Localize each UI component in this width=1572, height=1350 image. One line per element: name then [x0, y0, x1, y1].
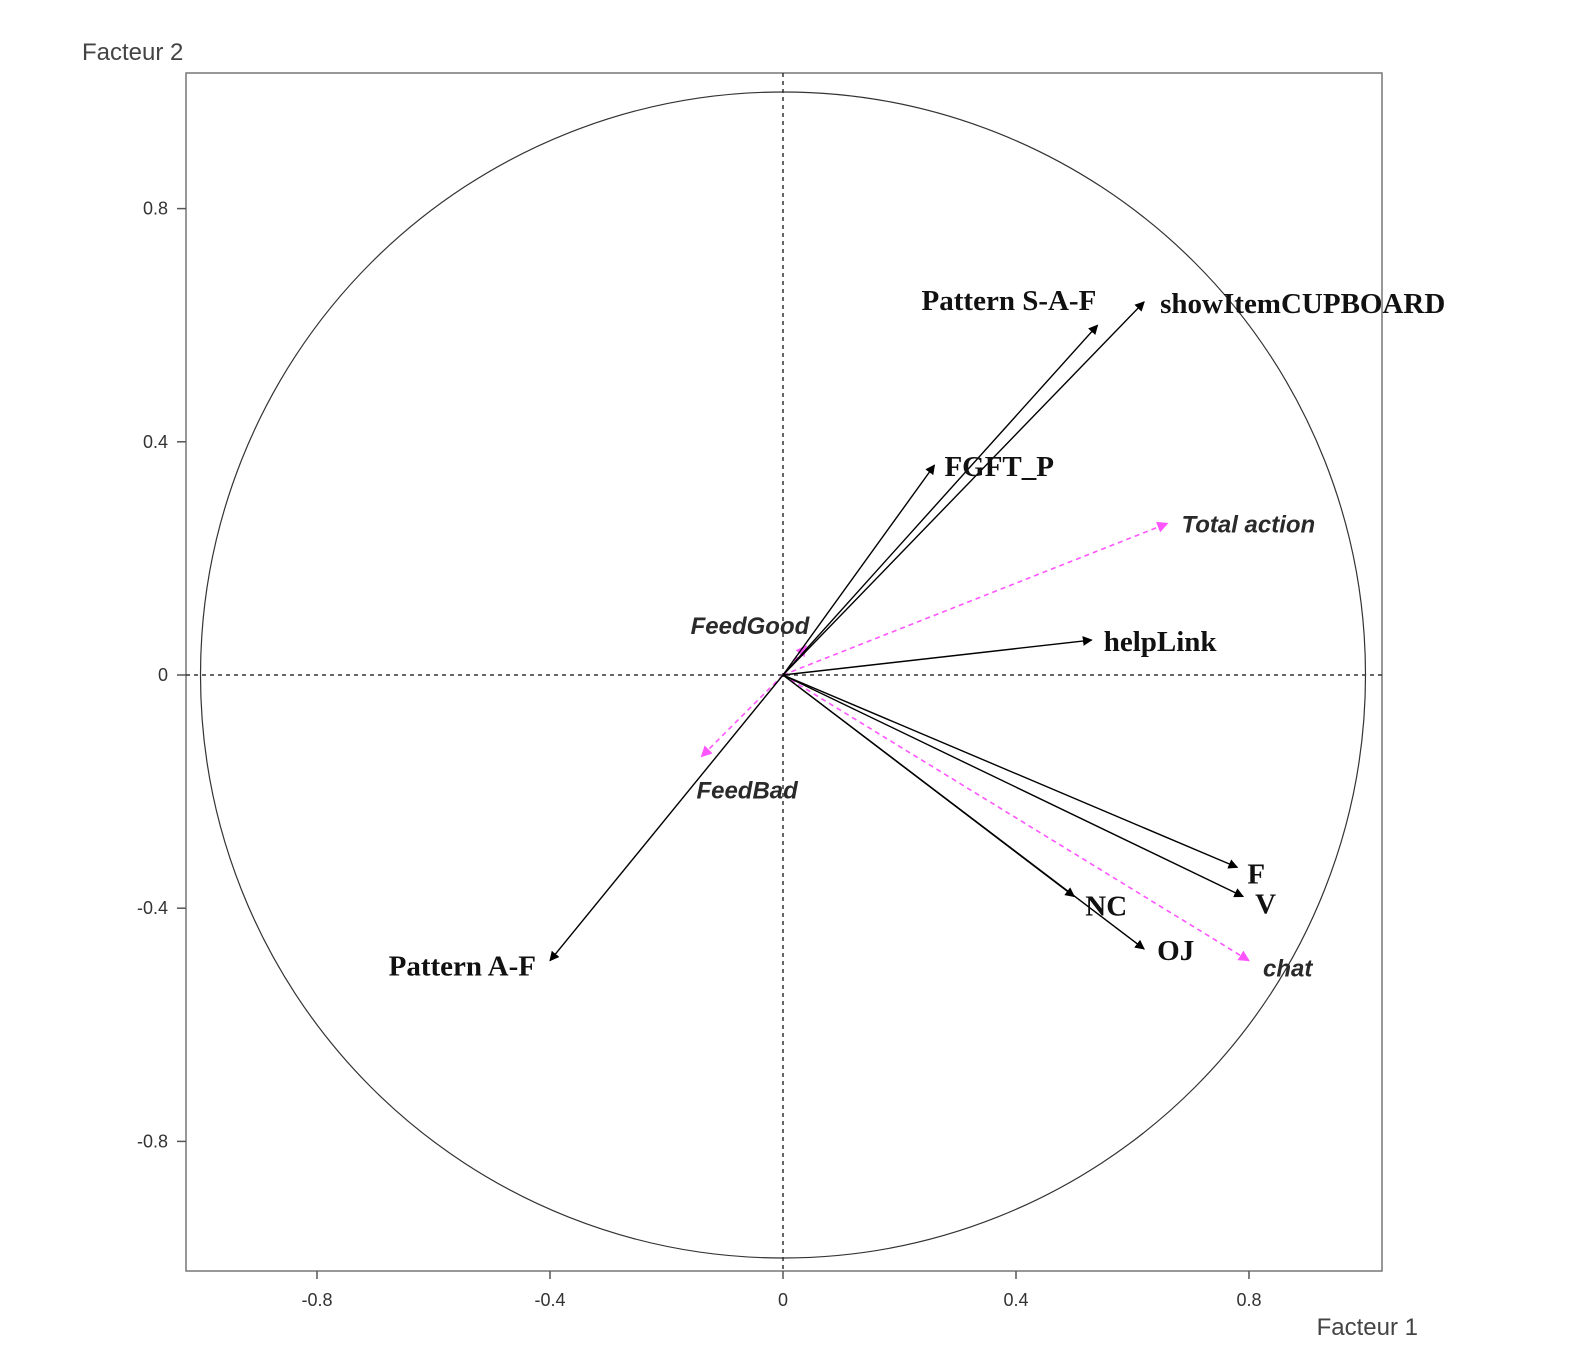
y-tick-label: 0 [158, 665, 168, 685]
supplementary-variable-vectors [700, 521, 1250, 962]
x-axis-ticks: -0.8 -0.4 0 0.4 0.8 [301, 1271, 1262, 1310]
vector-feedgood [782, 644, 807, 676]
label-pattern-a-f: Pattern A-F [389, 951, 536, 983]
vector-fgft-p [782, 464, 936, 676]
y-axis-ticks: 0.8 0.4 0 -0.4 -0.8 [137, 199, 186, 1151]
y-tick-label: 0.8 [143, 199, 168, 219]
y-tick-label: 0.4 [143, 432, 168, 452]
active-variable-vectors [549, 301, 1245, 962]
label-chat: chat [1263, 956, 1313, 983]
label-f: F [1247, 858, 1265, 890]
vector-oj [782, 674, 1145, 950]
vector-v [782, 674, 1245, 898]
label-feedgood: FeedGood [691, 613, 811, 640]
label-helplink: helpLink [1104, 626, 1218, 658]
vector-feedbad [700, 674, 784, 758]
vector-helplink [782, 636, 1093, 676]
y-axis-title: Facteur 2 [82, 39, 183, 66]
vector-pattern-s-a-f [782, 324, 1099, 676]
x-tick-label: -0.4 [534, 1290, 565, 1310]
x-tick-label: 0.8 [1236, 1290, 1261, 1310]
x-tick-label: 0.4 [1003, 1290, 1028, 1310]
label-showitemcupboard: showItemCUPBOARD [1160, 288, 1445, 320]
x-tick-label: 0 [778, 1290, 788, 1310]
vector-total-action [782, 521, 1169, 676]
label-total-action: Total action [1181, 511, 1315, 538]
label-feedbad: FeedBad [696, 778, 799, 805]
variable-labels: Pattern S-A-F showItemCUPBOARD FGFT_P helpL… [389, 285, 1446, 982]
y-tick-label: -0.4 [137, 898, 168, 918]
plot-frame [185, 72, 1383, 1272]
vector-f [782, 674, 1239, 869]
label-pattern-s-a-f: Pattern S-A-F [922, 285, 1097, 317]
vector-chat [782, 674, 1250, 962]
y-tick-label: -0.8 [137, 1131, 168, 1151]
label-nc: NC [1085, 891, 1127, 923]
label-v: V [1255, 889, 1276, 921]
vector-showitemcupboard [782, 301, 1145, 676]
vector-pattern-a-f [549, 674, 784, 962]
label-oj: OJ [1157, 935, 1194, 967]
x-axis-title: Facteur 1 [1317, 1314, 1418, 1341]
x-tick-label: -0.8 [301, 1290, 332, 1310]
label-fgft-p: FGFT_P [944, 451, 1054, 483]
